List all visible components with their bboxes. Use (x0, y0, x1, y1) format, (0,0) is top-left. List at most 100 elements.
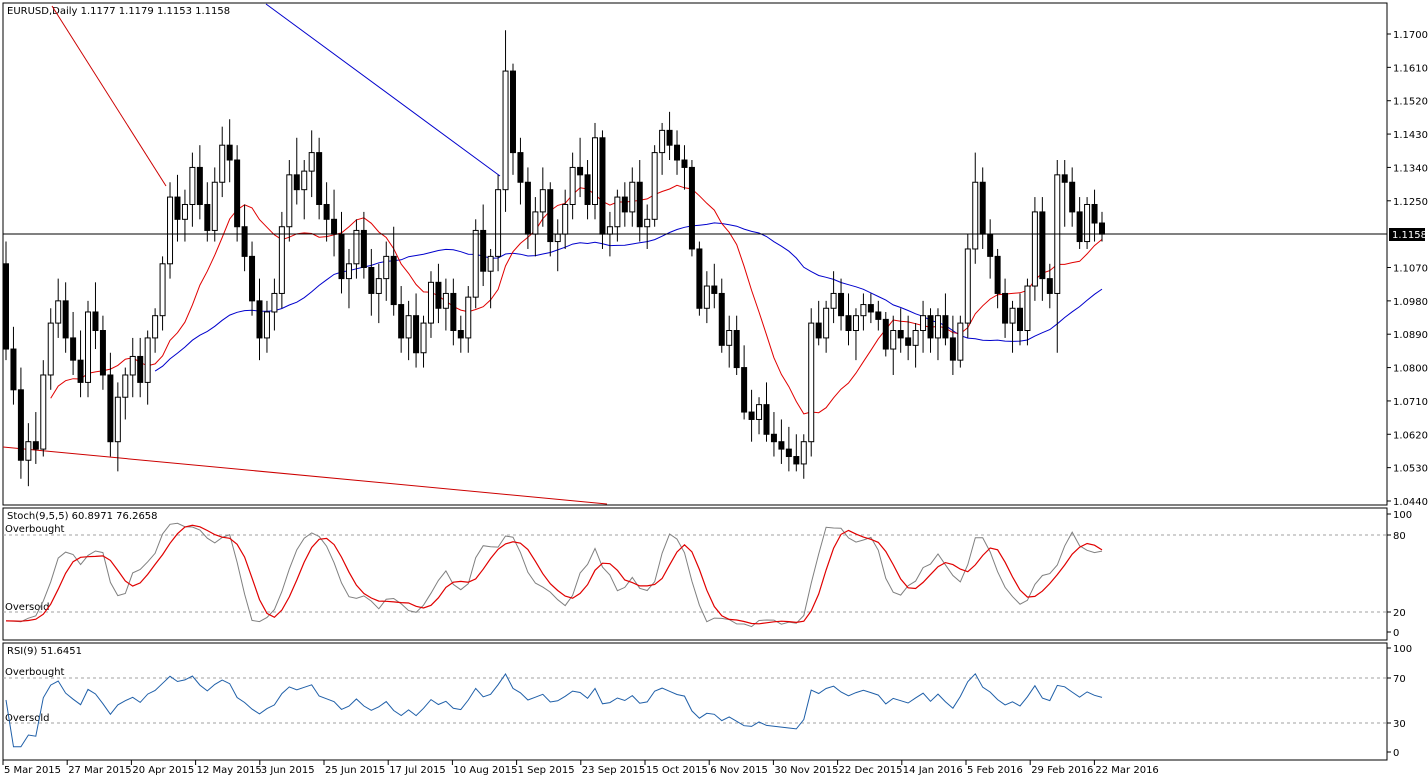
candle-body (278, 226, 285, 294)
candle-body (99, 330, 106, 376)
candle-body (890, 330, 897, 350)
date-tick-label: 27 Mar 2015 (68, 765, 131, 776)
candle-body (413, 315, 420, 354)
candle-body (912, 330, 919, 346)
price-tick-label: 1.1250 (1393, 197, 1428, 208)
candle-body (987, 233, 994, 257)
price-tick-label: 1.0530 (1393, 464, 1428, 475)
candle-body (1046, 278, 1053, 294)
date-tick-label: 25 Jun 2015 (325, 765, 385, 776)
date-tick-label: 20 Apr 2015 (132, 765, 194, 776)
candle-body (234, 159, 241, 228)
candle-body (1024, 285, 1031, 332)
candle-body (92, 311, 99, 332)
candle-body (1002, 292, 1009, 324)
price-tick-label: 1.0800 (1393, 364, 1428, 375)
date-tick-label: 5 Feb 2016 (967, 765, 1023, 776)
candle-body (174, 196, 181, 220)
candle-body (40, 374, 47, 450)
main-price-panel: EURUSD,Daily 1.1177 1.1179 1.1153 1.1158… (2, 2, 1428, 508)
candle-body (144, 337, 151, 383)
stoch-oversold-label: Oversold (5, 602, 50, 613)
candle-body (979, 181, 986, 235)
candle-body (47, 322, 54, 376)
candle-body (636, 181, 643, 228)
candle-body (785, 448, 792, 458)
candle-body (756, 404, 763, 420)
candle-body (375, 278, 382, 294)
ma-slow-upper-segment (265, 3, 501, 177)
current-price-label-bg (1389, 228, 1425, 241)
candle-body (450, 292, 457, 332)
candle-body (241, 226, 248, 257)
candle-body (972, 181, 979, 250)
price-axis: 1.1700 1.1610 1.1520 1.1430 1.1340 1.1250 1.10… (1387, 30, 1428, 508)
trend-line-lower (2, 446, 608, 505)
candle-body (1039, 211, 1046, 280)
rsi-panel: RSI(9) 51.6451 Overbought Oversold 100 70… (2, 642, 1412, 761)
candle-body (964, 248, 971, 324)
candle-body (345, 263, 352, 280)
rsi-line (5, 672, 1103, 748)
candle-body (711, 285, 718, 294)
candle-body (1076, 211, 1083, 243)
candle-body (696, 248, 703, 309)
candle-body (1084, 203, 1091, 243)
candle-body (293, 174, 300, 191)
candle-body (25, 441, 32, 461)
date-tick-label: 22 Dec 2015 (839, 765, 903, 776)
candle-body (524, 181, 531, 235)
date-tick-label: 10 Aug 2015 (453, 765, 517, 776)
candle-body (621, 196, 628, 213)
candle-body (644, 218, 651, 228)
candle-body (897, 330, 904, 339)
candle-body (249, 255, 256, 302)
candle-body (62, 300, 69, 339)
trend-line-upper (51, 5, 167, 187)
current-price-label: 1.1158 (1392, 230, 1427, 241)
candle-body (606, 226, 613, 235)
stoch-panel-frame (2, 507, 1388, 641)
rsi-tick-label: 100 (1393, 644, 1412, 655)
candle-body (263, 311, 270, 339)
rsi-tick-label: 0 (1393, 748, 1399, 759)
date-axis: 5 Mar 2015 27 Mar 2015 20 Apr 2015 12 May 2… (2, 760, 1159, 776)
candle-body (181, 203, 188, 220)
candle-body (599, 137, 606, 235)
candle-body (934, 315, 941, 339)
candle-body (353, 229, 360, 265)
candle-body (733, 330, 740, 369)
candle-body (860, 304, 867, 317)
date-tick-label: 30 Nov 2015 (774, 765, 838, 776)
candle-body (763, 404, 770, 435)
price-tick-label: 1.0890 (1393, 330, 1428, 341)
candle-body (405, 315, 412, 339)
candle-body (994, 255, 1001, 294)
rsi-tick-label: 30 (1393, 719, 1406, 730)
date-tick-label: 17 Jul 2015 (389, 765, 446, 776)
rsi-tick-label: 70 (1393, 674, 1406, 685)
candle-body (688, 166, 695, 250)
stoch-header: Stoch(9,5,5) 60.8971 76.2658 (7, 511, 158, 522)
candle-body (651, 152, 658, 220)
candle-body (726, 330, 733, 346)
candle-body (383, 255, 390, 280)
price-tick-label: 1.0440 (1393, 497, 1428, 508)
candle-body (703, 285, 710, 309)
candle-body (823, 307, 830, 339)
candle-body (331, 218, 338, 235)
rsi-header: RSI(9) 51.6451 (7, 646, 82, 657)
candle-body (122, 374, 129, 398)
candle-body (1009, 307, 1016, 324)
candle-body (137, 355, 144, 383)
candle-body (226, 144, 233, 161)
candle-body (114, 396, 121, 443)
stoch-tick-label: 20 (1393, 608, 1406, 619)
candle-body (271, 292, 278, 313)
candle-body (674, 144, 681, 161)
candle-body (852, 315, 859, 332)
candle-body (1016, 307, 1023, 332)
candle-body (800, 441, 807, 465)
candle-body (830, 292, 837, 309)
candle-body (159, 263, 166, 317)
